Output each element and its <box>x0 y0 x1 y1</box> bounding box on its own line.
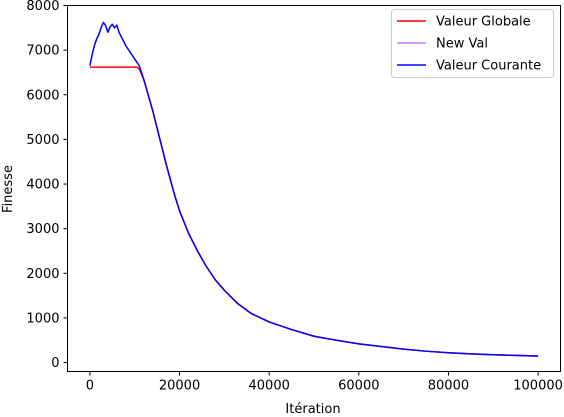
legend-entry-label: New Val <box>436 37 488 52</box>
series-layer <box>89 21 539 357</box>
x-tick-label: 40000 <box>249 379 290 394</box>
legend-box <box>391 9 554 78</box>
x-axis-label: Itération <box>285 402 340 417</box>
series-line-valeur-courante <box>89 21 539 357</box>
x-tick-label: 20000 <box>159 379 200 394</box>
legend: Valeur Globale New Val Valeur Courante <box>391 9 554 78</box>
y-axis-label: Finesse <box>1 165 16 213</box>
y-tick-label: 1000 <box>26 311 59 326</box>
x-axis: 0 20000 40000 60000 80000 100000 <box>86 371 563 394</box>
y-tick-label: 6000 <box>26 88 59 103</box>
y-tick-label: 0 <box>51 356 59 371</box>
y-tick-label: 8000 <box>26 0 59 14</box>
y-tick-label: 3000 <box>26 222 59 237</box>
x-tick-label: 100000 <box>513 379 563 394</box>
y-tick-label: 7000 <box>26 44 59 59</box>
y-tick-label: 4000 <box>26 178 59 193</box>
legend-entry-label: Valeur Courante <box>436 59 541 74</box>
x-tick-label: 60000 <box>338 379 379 394</box>
axes-frame <box>67 5 561 372</box>
legend-entry-label: Valeur Globale <box>436 15 531 30</box>
series-line-valeur-globale <box>89 66 539 357</box>
x-tick-label: 80000 <box>428 379 469 394</box>
y-tick-label: 5000 <box>26 133 59 148</box>
y-axis: 0 1000 2000 3000 4000 5000 6000 7000 8000 <box>26 0 68 371</box>
y-tick-label: 2000 <box>26 267 59 282</box>
x-tick-label: 0 <box>86 379 94 394</box>
